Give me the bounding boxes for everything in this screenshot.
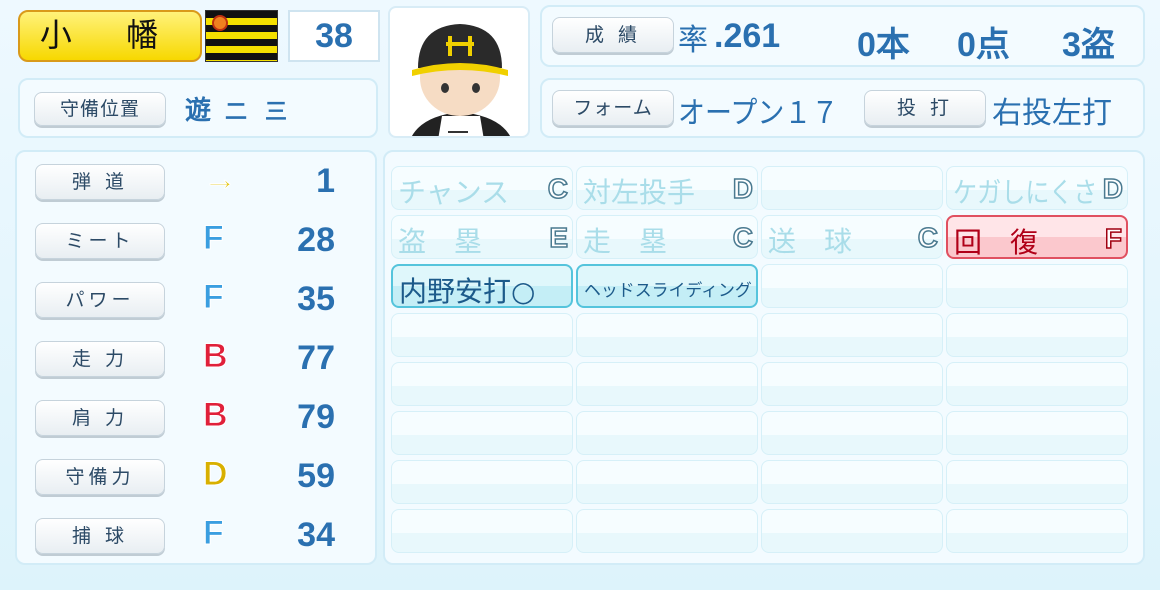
ability-cell [761, 411, 943, 455]
ability-cell [391, 460, 573, 504]
ability-cell [761, 460, 943, 504]
stat-grade: D [203, 455, 229, 494]
ability-cell [576, 313, 758, 357]
ability-cell [761, 362, 943, 406]
stat-value: 77 [297, 339, 335, 377]
home-runs: 0本 [857, 26, 910, 64]
stat-label-button[interactable]: ミート [35, 223, 165, 259]
ability-cell [946, 313, 1128, 357]
ability-cell [576, 411, 758, 455]
form-button[interactable]: フォーム [552, 90, 674, 126]
ability-cell [391, 313, 573, 357]
stolen-bases: 3盗 [1062, 26, 1115, 64]
ability-cell: ケガしにくさ D [946, 166, 1128, 210]
throw-bat-button[interactable]: 投 打 [864, 90, 986, 126]
ability-grade: E [549, 221, 569, 254]
ability-grade: C [547, 172, 569, 205]
position-button[interactable]: 守備位置 [34, 92, 166, 126]
stat-label-button[interactable]: 捕 球 [35, 518, 165, 554]
ability-grade: F [1104, 222, 1123, 255]
record-button[interactable]: 成 績 [552, 17, 674, 53]
ability-cell: 内野安打○ [391, 264, 573, 308]
stat-row: 走 力 B 77 [35, 337, 370, 383]
ability-label: 走 塁 [583, 225, 668, 258]
stat-label-button[interactable]: 走 力 [35, 341, 165, 377]
stat-value: 1 [316, 162, 335, 200]
form-panel: フォーム オープン１７ 投 打 右投左打 [540, 78, 1145, 138]
ability-grade: C [917, 221, 939, 254]
ability-cell: 盗 塁 E [391, 215, 573, 259]
ability-cell: 走 塁 C [576, 215, 758, 259]
stat-row: 弾 道 → 1 [35, 160, 370, 206]
ability-cell [761, 313, 943, 357]
throw-bat-value: 右投左打 [992, 96, 1112, 131]
ability-cell [576, 460, 758, 504]
ability-cell [761, 166, 943, 210]
ability-label: 対左投手 [583, 176, 696, 209]
stat-row: ミート F 28 [35, 219, 370, 265]
batting-average: .261 [714, 17, 781, 55]
stat-grade: B [203, 337, 229, 376]
stat-grade: F [203, 514, 225, 553]
stat-grade: B [203, 396, 229, 435]
stat-value: 79 [297, 398, 335, 436]
stat-row: 肩 力 B 79 [35, 396, 370, 442]
stat-row: 守備力 D 59 [35, 455, 370, 501]
record-panel: 成 績 率 .261 0本 0点 3盗 [540, 5, 1145, 67]
avg-label: 率 [678, 23, 708, 58]
stat-grade: F [203, 278, 225, 317]
ability-label: 盗 塁 [398, 225, 483, 258]
ability-grade: D [732, 172, 754, 205]
ability-label: ケガしにくさ [953, 176, 1098, 209]
ability-label: 回 復 [954, 226, 1039, 259]
ability-cell [946, 362, 1128, 406]
ability-cell [391, 411, 573, 455]
ability-cell [576, 509, 758, 553]
ability-cell [761, 264, 943, 308]
ability-cell [946, 264, 1128, 308]
ability-cell [946, 509, 1128, 553]
ability-cell: チャンス C [391, 166, 573, 210]
stat-row: 捕 球 F 34 [35, 514, 370, 560]
stat-value: 59 [297, 457, 335, 495]
ability-cell [761, 509, 943, 553]
ability-label: 内野安打○ [399, 275, 536, 308]
stat-value: 34 [297, 516, 335, 554]
ability-cell [946, 460, 1128, 504]
stat-grade: → [203, 160, 238, 199]
uniform-number: 38 [288, 10, 380, 62]
stat-label-button[interactable]: パワー [35, 282, 165, 318]
player-portrait [388, 6, 530, 138]
ability-cell: 対左投手 D [576, 166, 758, 210]
ability-cell: 送 球 C [761, 215, 943, 259]
team-flag-icon [205, 10, 278, 62]
sub-position-1: 二 [225, 100, 248, 125]
ability-cell: 回 復 F [946, 215, 1128, 259]
stat-grade: F [203, 219, 225, 258]
ability-cell: ヘッドスライディング [576, 264, 758, 308]
ability-cell [946, 411, 1128, 455]
position-panel: 守備位置 遊 二 三 [18, 78, 378, 138]
ability-label: 送 球 [768, 225, 853, 258]
stat-value: 28 [297, 221, 335, 259]
stat-label-button[interactable]: 肩 力 [35, 400, 165, 436]
ability-cell [391, 362, 573, 406]
sub-position-2: 三 [265, 100, 288, 125]
ability-label: チャンス [398, 176, 510, 209]
player-name: 小 幡 [18, 10, 202, 62]
stat-row: パワー F 35 [35, 278, 370, 324]
ability-grade: D [1102, 172, 1124, 205]
stat-label-button[interactable]: 守備力 [35, 459, 165, 495]
ability-label: ヘッドスライディング [584, 281, 752, 301]
form-value: オープン１７ [678, 96, 839, 131]
ability-grade: C [732, 221, 754, 254]
rbi: 0点 [957, 26, 1010, 64]
main-position: 遊 [185, 96, 212, 126]
stat-label-button[interactable]: 弾 道 [35, 164, 165, 200]
ability-cell [576, 362, 758, 406]
stat-value: 35 [297, 280, 335, 318]
ability-cell [391, 509, 573, 553]
